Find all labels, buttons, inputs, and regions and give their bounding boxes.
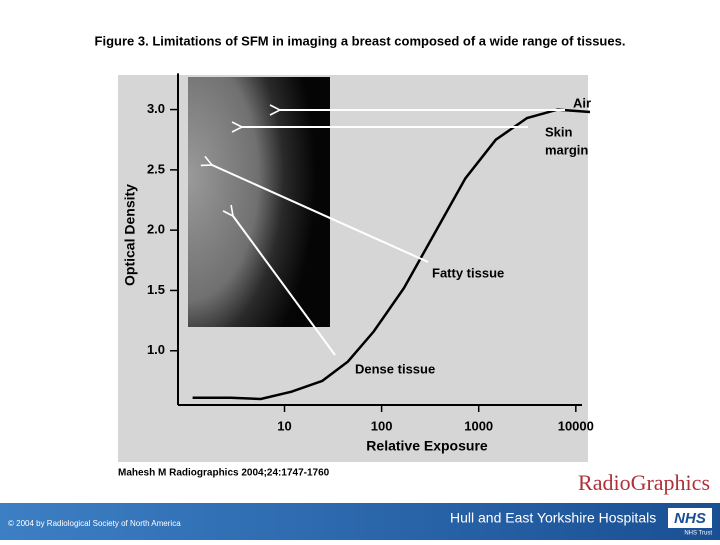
x-tick-label: 100 xyxy=(371,418,393,433)
x-tick-label: 10 xyxy=(277,418,291,433)
arrows xyxy=(212,110,565,356)
footer-bar xyxy=(0,503,720,540)
annotation: margin xyxy=(545,142,588,157)
annotation: Fatty tissue xyxy=(432,265,504,280)
annotation: Dense tissue xyxy=(355,361,435,376)
x-tick-label: 1000 xyxy=(464,418,493,433)
y-tick-label: 2.5 xyxy=(147,161,165,176)
hospital: Hull and East Yorkshire Hospitals xyxy=(450,510,656,526)
y-tick-label: 3.0 xyxy=(147,101,165,116)
x-tick-label: 10000 xyxy=(558,418,594,433)
trust: NHS Trust xyxy=(684,531,712,537)
nhs-logo: NHS xyxy=(674,510,706,527)
title: Figure 3. Limitations of SFM in imaging … xyxy=(95,33,626,48)
y-tick-label: 2.0 xyxy=(147,222,165,237)
y-tick-label: 1.5 xyxy=(147,282,165,297)
annotation: Air xyxy=(573,95,591,110)
y-axis-label: Optical Density xyxy=(122,184,138,286)
citation: Mahesh M Radiographics 2004;24:1747-1760 xyxy=(118,468,330,479)
copyright: © 2004 by Radiological Society of North … xyxy=(8,519,181,528)
arrow xyxy=(212,165,429,263)
arrow xyxy=(233,216,336,356)
curve xyxy=(192,108,591,401)
nhs-box xyxy=(668,508,712,528)
mammogram xyxy=(188,77,330,327)
y-tick-label: 1.0 xyxy=(147,342,165,357)
logo: RadioGraphics xyxy=(578,470,710,495)
annotation: Skin xyxy=(545,124,573,139)
x-axis-label: Relative Exposure xyxy=(366,438,488,454)
